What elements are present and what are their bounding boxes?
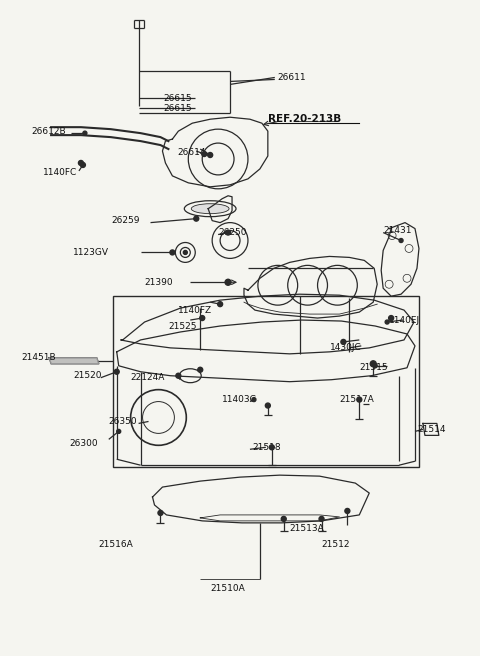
Circle shape <box>200 316 204 321</box>
Circle shape <box>176 373 181 379</box>
Circle shape <box>341 339 346 344</box>
Ellipse shape <box>192 204 229 214</box>
Circle shape <box>265 403 270 408</box>
Text: 21517A: 21517A <box>339 395 374 404</box>
Text: 1140EJ: 1140EJ <box>389 316 420 325</box>
Text: 21390: 21390 <box>144 277 173 287</box>
Text: 21510A: 21510A <box>210 584 245 593</box>
Circle shape <box>81 163 85 167</box>
Circle shape <box>389 316 394 321</box>
Text: 21431: 21431 <box>383 226 412 235</box>
Circle shape <box>319 516 324 522</box>
Circle shape <box>345 508 350 514</box>
Circle shape <box>202 152 207 157</box>
Text: 21513A: 21513A <box>290 524 324 533</box>
Circle shape <box>225 279 231 285</box>
Circle shape <box>83 131 87 135</box>
Text: 11403C: 11403C <box>222 395 257 404</box>
Text: 21516A: 21516A <box>99 541 133 549</box>
Text: 21512: 21512 <box>322 541 350 549</box>
Circle shape <box>117 430 120 434</box>
Circle shape <box>217 302 223 306</box>
Text: 26612B: 26612B <box>31 127 66 136</box>
Text: 21451B: 21451B <box>21 354 56 362</box>
Text: 1140FZ: 1140FZ <box>179 306 213 315</box>
Circle shape <box>198 367 203 372</box>
Circle shape <box>194 216 199 221</box>
Text: 21514: 21514 <box>417 425 445 434</box>
Circle shape <box>370 361 376 367</box>
Text: 1430JC: 1430JC <box>329 343 361 352</box>
Text: 26250: 26250 <box>218 228 247 237</box>
Circle shape <box>183 251 187 255</box>
Text: 21515: 21515 <box>360 363 388 372</box>
Text: 26615: 26615 <box>164 104 192 113</box>
Circle shape <box>170 250 175 255</box>
Circle shape <box>226 230 230 235</box>
Text: 22124A: 22124A <box>131 373 165 382</box>
Circle shape <box>269 445 274 450</box>
Circle shape <box>399 239 403 243</box>
Polygon shape <box>49 358 99 364</box>
Text: 26614: 26614 <box>178 148 206 157</box>
Circle shape <box>385 320 389 324</box>
Circle shape <box>281 516 286 522</box>
Text: 26350: 26350 <box>109 417 137 426</box>
Circle shape <box>373 364 377 368</box>
Text: 26611: 26611 <box>278 73 306 82</box>
Text: 21525: 21525 <box>168 321 197 331</box>
Circle shape <box>357 397 362 402</box>
Text: 26300: 26300 <box>69 439 97 448</box>
Circle shape <box>158 510 163 516</box>
Bar <box>113 297 419 467</box>
Text: 1140FC: 1140FC <box>43 169 77 177</box>
Circle shape <box>208 153 213 157</box>
Text: 21518: 21518 <box>252 443 280 452</box>
Circle shape <box>114 369 119 374</box>
Text: 26259: 26259 <box>112 216 140 225</box>
Text: 1123GV: 1123GV <box>73 248 109 257</box>
Text: 21520: 21520 <box>73 371 101 380</box>
Circle shape <box>252 398 256 401</box>
Text: REF.20-213B: REF.20-213B <box>268 114 341 124</box>
Text: 26615: 26615 <box>164 94 192 103</box>
Circle shape <box>78 161 84 165</box>
